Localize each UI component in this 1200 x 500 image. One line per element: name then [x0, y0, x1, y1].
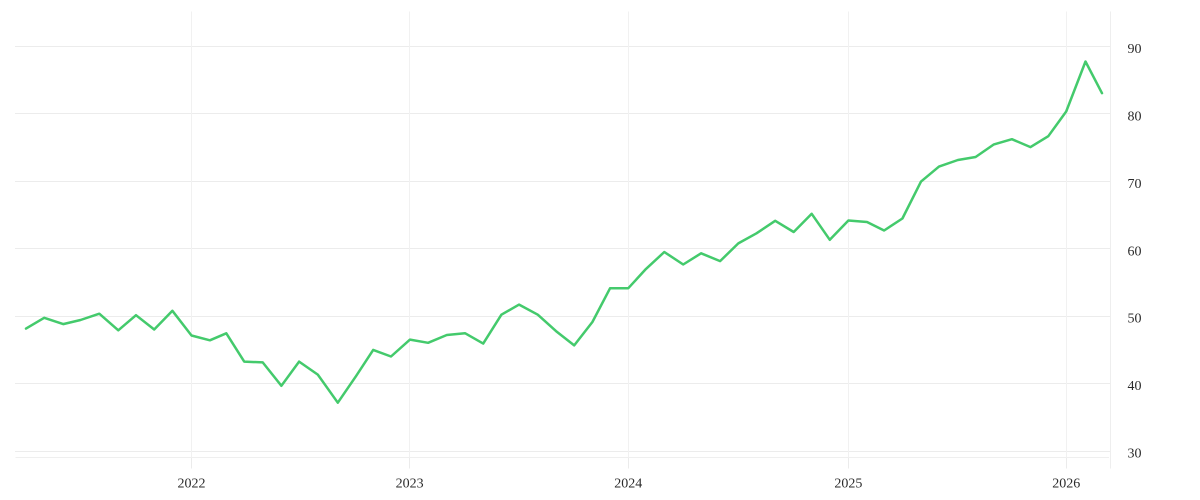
svg-text:40: 40: [1128, 379, 1142, 394]
svg-text:70: 70: [1128, 177, 1142, 192]
svg-text:2024: 2024: [614, 477, 642, 492]
svg-text:2026: 2026: [1052, 477, 1080, 492]
svg-text:60: 60: [1128, 244, 1142, 259]
svg-text:2023: 2023: [396, 477, 424, 492]
svg-text:50: 50: [1128, 312, 1142, 327]
svg-text:2025: 2025: [834, 477, 862, 492]
svg-text:30: 30: [1128, 447, 1142, 462]
svg-text:90: 90: [1128, 42, 1142, 57]
svg-text:2022: 2022: [178, 477, 206, 492]
svg-text:80: 80: [1128, 109, 1142, 124]
